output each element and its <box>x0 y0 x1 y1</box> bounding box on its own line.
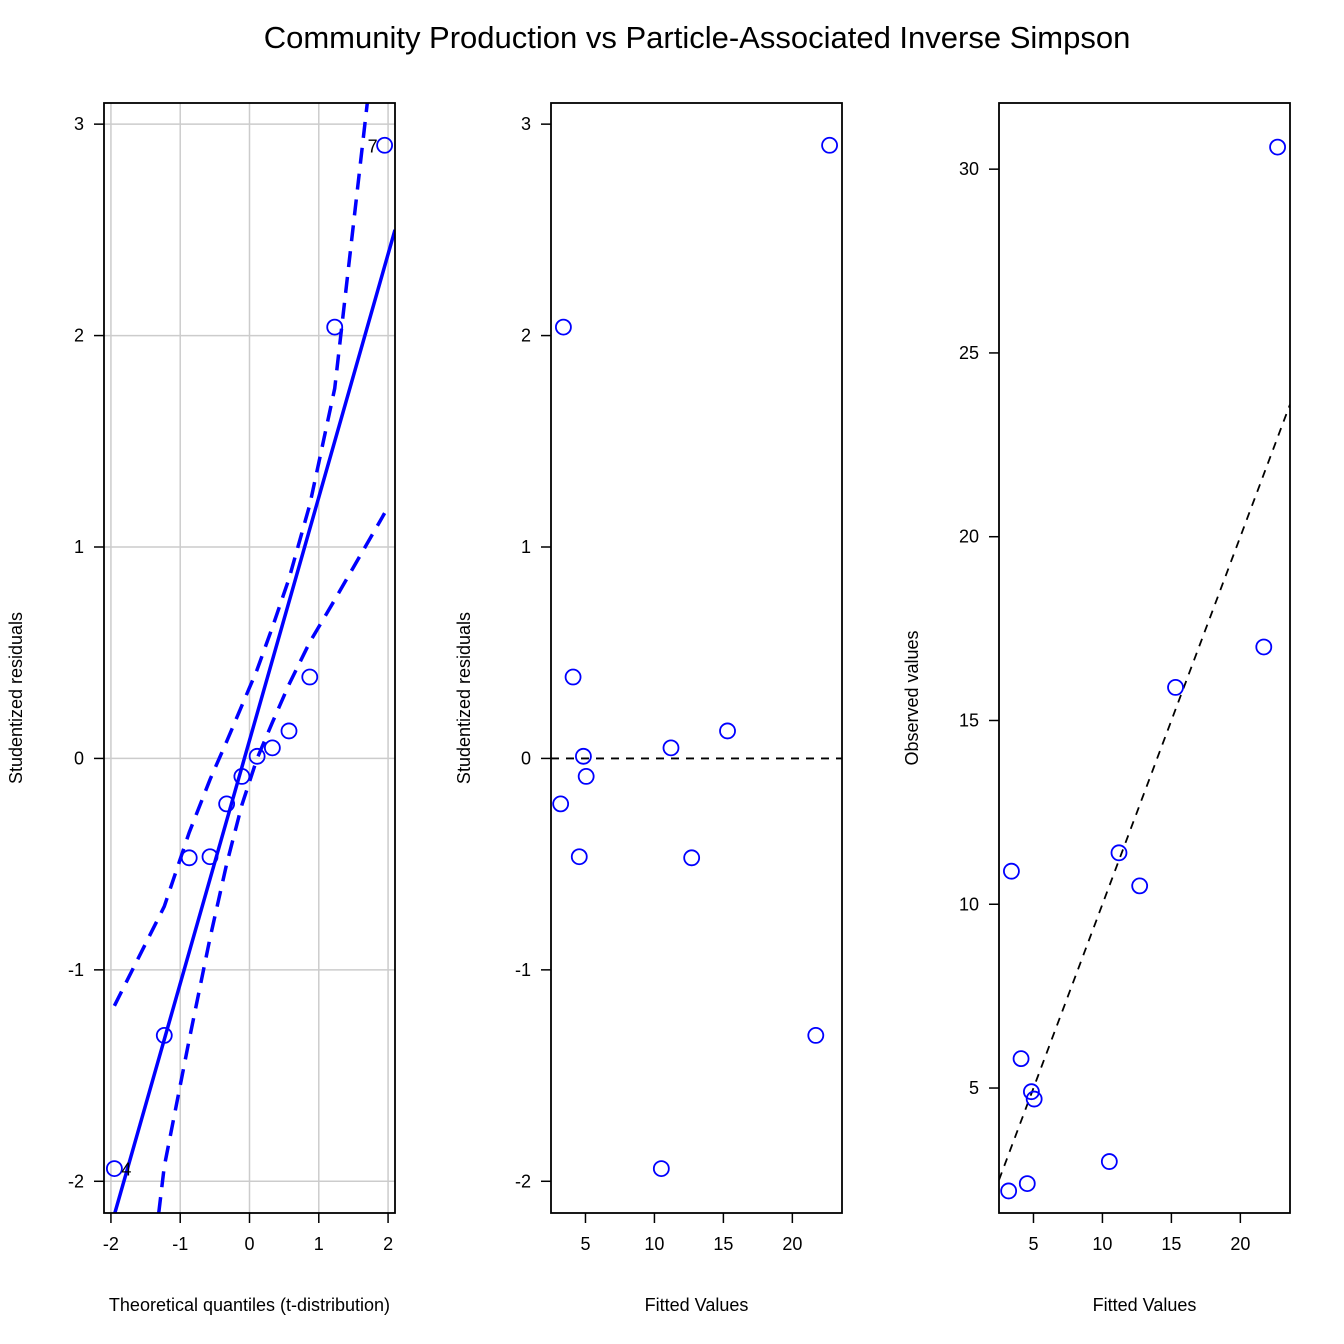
data-point <box>301 668 319 686</box>
data-point <box>1018 1175 1036 1192</box>
x-tick-label: 20 <box>1230 1234 1250 1254</box>
data-point <box>218 795 236 813</box>
y-tick-label: 2 <box>521 326 531 346</box>
point-label: 7 <box>368 136 378 156</box>
y-tick-label: 1 <box>74 537 84 557</box>
x-tick-label: 10 <box>1092 1234 1112 1254</box>
confidence-band-upper <box>112 103 370 1007</box>
data-point <box>376 136 394 154</box>
reference-line <box>999 404 1290 1181</box>
x-tick-label: -2 <box>103 1234 119 1254</box>
data-point <box>180 849 198 867</box>
data-point <box>233 768 251 785</box>
y-tick-label: -2 <box>68 1171 84 1191</box>
chart-title: Community Production vs Particle-Associa… <box>263 20 1131 55</box>
data-point <box>1012 1050 1030 1068</box>
data-point <box>683 849 701 867</box>
data-point <box>1167 679 1184 696</box>
y-tick-label: -1 <box>68 960 84 980</box>
y-tick-label: 30 <box>959 159 979 179</box>
data-point <box>248 747 266 765</box>
data-point <box>1255 638 1273 656</box>
reference-line <box>113 229 395 1213</box>
y-tick-label: 25 <box>959 343 979 363</box>
panel-2: 5 10 15 20 -2 -1 0 1 2 3 Fitted Values Studentized … <box>454 102 843 1315</box>
x-tick-label: 0 <box>244 1234 254 1254</box>
data-point <box>1100 1153 1118 1170</box>
y-tick-label: 3 <box>521 114 531 134</box>
panel-lines <box>999 404 1290 1181</box>
data-point <box>280 722 298 740</box>
data-point <box>564 668 582 686</box>
data-point <box>1110 844 1128 862</box>
x-tick-label: 5 <box>1028 1234 1038 1254</box>
y-tick-label: 3 <box>74 114 84 134</box>
x-axis-label: Theoretical quantiles (t-distribution) <box>109 1295 390 1315</box>
data-point <box>1025 1090 1043 1108</box>
y-tick-label: 15 <box>959 710 979 730</box>
data-point <box>201 848 219 866</box>
data-point <box>552 795 570 813</box>
data-point <box>1003 862 1020 880</box>
y-tick-label: -1 <box>515 960 531 980</box>
data-point <box>662 739 680 757</box>
panel-3: 5 10 15 20 5 10 15 20 25 30 Fitted Values Observed … <box>902 102 1291 1315</box>
y-tick-label: 10 <box>959 894 979 914</box>
data-point <box>719 722 736 740</box>
y-axis-label: Observed values <box>902 630 922 765</box>
x-tick-label: 20 <box>782 1234 802 1254</box>
y-tick-label: 2 <box>74 326 84 346</box>
data-point <box>326 318 344 336</box>
confidence-band-lower <box>156 512 387 1213</box>
data-point <box>155 1027 173 1044</box>
data-point <box>575 747 592 765</box>
data-point <box>1000 1182 1018 1200</box>
x-axis-label: Fitted Values <box>645 1295 749 1315</box>
y-axis-label: Studentized residuals <box>6 612 26 784</box>
data-point <box>1269 138 1286 156</box>
y-tick-label: 20 <box>959 527 979 547</box>
data-point <box>807 1027 825 1044</box>
data-point <box>1023 1083 1040 1101</box>
data-point <box>263 739 281 757</box>
panel-lines <box>112 103 395 1213</box>
y-tick-label: 5 <box>969 1078 979 1098</box>
data-point <box>105 1160 123 1177</box>
data-point <box>652 1160 670 1177</box>
point-label: 4 <box>121 1160 131 1180</box>
x-axis-label: Fitted Values <box>1093 1295 1197 1315</box>
plot-frame <box>550 102 843 1214</box>
y-tick-label: 0 <box>74 748 84 768</box>
x-tick-label: 10 <box>644 1234 664 1254</box>
panel-1: 4 7 -2 -1 0 1 2 -2 -1 0 1 2 3 Theoretical quantiles (… <box>6 102 396 1315</box>
data-point <box>570 848 588 866</box>
y-tick-label: 1 <box>521 537 531 557</box>
x-tick-label: 2 <box>383 1234 393 1254</box>
y-axis-label: Studentized residuals <box>454 612 474 784</box>
x-tick-label: 15 <box>713 1234 733 1254</box>
y-tick-label: -2 <box>515 1171 531 1191</box>
data-point <box>577 768 595 785</box>
plot-frame <box>998 102 1291 1214</box>
x-tick-label: 1 <box>314 1234 324 1254</box>
x-tick-label: -1 <box>172 1234 188 1254</box>
data-point <box>555 318 572 336</box>
data-point <box>1131 877 1149 895</box>
y-tick-label: 0 <box>521 748 531 768</box>
data-point <box>821 136 838 154</box>
x-tick-label: 5 <box>580 1234 590 1254</box>
x-tick-label: 15 <box>1161 1234 1181 1254</box>
